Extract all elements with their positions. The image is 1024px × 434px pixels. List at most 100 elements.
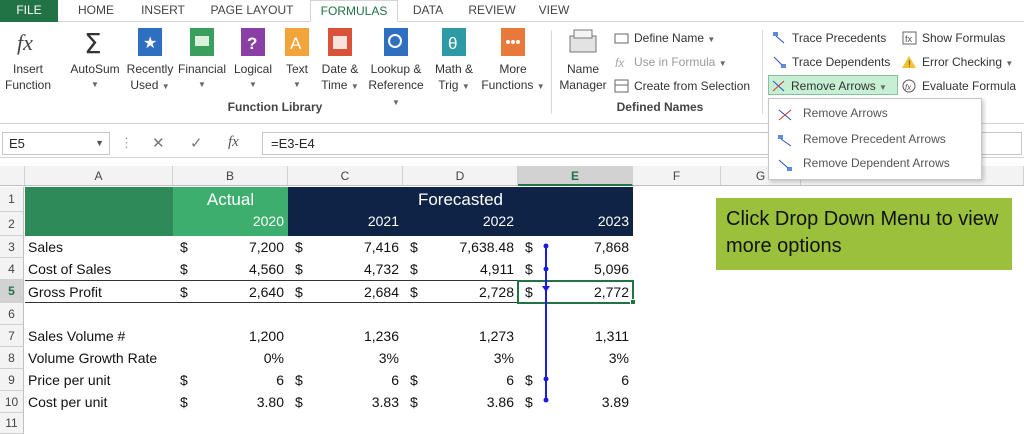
value-cell[interactable]: 0% (263, 350, 284, 366)
column-header[interactable]: D (403, 166, 518, 186)
autosum-button[interactable]: Σ AutoSum ▼ (70, 27, 120, 89)
value-cell[interactable]: 7,200 (248, 239, 284, 255)
column-header[interactable]: B (173, 166, 288, 186)
currency-sign: $ (180, 239, 188, 255)
select-all-corner[interactable] (0, 166, 25, 186)
tab-formulas[interactable]: FORMULAS (310, 0, 398, 22)
row-header[interactable]: 1 (0, 187, 24, 212)
enter-icon[interactable]: ✓ (190, 135, 203, 152)
create-from-selection-button[interactable]: Create from Selection (612, 76, 750, 96)
row-label[interactable]: Price per unit (28, 372, 111, 388)
financial-button[interactable]: Financial ▼ (176, 26, 228, 93)
value-cell[interactable]: 3% (608, 350, 629, 366)
show-formulas-button[interactable]: fx Show Formulas (900, 28, 1005, 48)
row-header[interactable]: 9 (0, 369, 24, 391)
fill-handle[interactable] (630, 299, 636, 305)
define-name-button[interactable]: Define Name ▼ (612, 28, 715, 48)
row-header[interactable]: 8 (0, 347, 24, 369)
menu-item-remove-dependent-arrows[interactable]: Remove Dependent Arrows (769, 151, 981, 175)
value-cell[interactable]: 2,640 (248, 284, 284, 300)
menu-item-remove-arrows[interactable]: Remove Arrows (769, 101, 981, 125)
column-header[interactable]: F (633, 166, 721, 186)
tab-view[interactable]: VIEW (538, 3, 570, 17)
row-header[interactable]: 11 (0, 413, 24, 434)
row-label[interactable]: Cost per unit (28, 394, 108, 410)
tab-page-layout[interactable]: PAGE LAYOUT (210, 3, 294, 17)
column-header-selected[interactable]: E (518, 166, 633, 186)
column-header[interactable]: C (288, 166, 403, 186)
currency-sign: $ (295, 284, 303, 300)
value-cell[interactable]: 6 (621, 372, 629, 388)
chevron-down-icon[interactable]: ▼ (95, 138, 104, 148)
value-cell[interactable]: 2,772 (593, 284, 629, 300)
recently-used-button[interactable]: ★ Recently Used ▼ (124, 26, 176, 95)
formula-input[interactable]: =E3-E4 (262, 132, 1022, 155)
value-cell[interactable]: 4,560 (248, 261, 284, 277)
trace-precedents-button[interactable]: Trace Precedents (770, 28, 886, 48)
forecasted-header[interactable]: Forecasted 2021 2022 2023 (288, 187, 633, 236)
value-cell[interactable]: 3% (378, 350, 399, 366)
tab-data[interactable]: DATA (412, 3, 444, 17)
row-header[interactable]: 4 (0, 258, 24, 280)
row-label[interactable]: Gross Profit (28, 284, 102, 300)
value-cell[interactable]: 7,416 (363, 239, 399, 255)
more-functions-button[interactable]: More Functions ▼ (480, 26, 546, 95)
column-header[interactable]: A (25, 166, 173, 186)
row-header[interactable]: 10 (0, 391, 24, 413)
math-trig-button[interactable]: θ Math & Trig ▼ (430, 26, 478, 95)
value-cell[interactable]: 1,273 (478, 328, 514, 344)
row-label[interactable]: Sales (28, 239, 64, 255)
row-header-selected[interactable]: 5 (0, 280, 24, 303)
evaluate-formula-button[interactable]: fx Evaluate Formula (900, 76, 1016, 96)
lookup-reference-button[interactable]: Lookup & Reference ▼ (364, 26, 428, 111)
remove-arrows-dropdown: Remove Arrows Remove Precedent Arrows Re… (768, 98, 982, 180)
actual-header[interactable]: Actual 2020 (173, 187, 288, 236)
row-header[interactable]: 6 (0, 303, 24, 325)
insert-function-icon[interactable]: fx (228, 134, 239, 150)
value-cell[interactable]: 1,311 (595, 328, 629, 344)
tab-insert[interactable]: INSERT (141, 3, 185, 17)
value-cell[interactable]: 3.80 (256, 394, 284, 410)
insert-function-button[interactable]: fx Insert Function (2, 26, 54, 93)
svg-text:Σ: Σ (84, 27, 102, 58)
active-cell-e5[interactable] (517, 280, 634, 304)
value-cell[interactable]: 3.86 (486, 394, 514, 410)
value-cell[interactable]: 3% (493, 350, 514, 366)
value-cell[interactable]: 1,200 (248, 328, 284, 344)
tab-review[interactable]: REVIEW (468, 3, 516, 17)
error-checking-button[interactable]: ! Error Checking ▼ (900, 52, 1013, 72)
tab-file[interactable]: FILE (0, 0, 58, 22)
value-cell[interactable]: 6 (391, 372, 399, 388)
name-box[interactable]: E5 ▼ (2, 132, 110, 155)
value-cell[interactable]: 2,728 (478, 284, 514, 300)
value-cell[interactable]: 3.83 (371, 394, 399, 410)
logical-button[interactable]: ? Logical ▼ (230, 26, 276, 93)
row-label[interactable]: Sales Volume # (28, 328, 126, 344)
value-cell[interactable]: 4,911 (480, 261, 514, 277)
text-button[interactable]: A Text ▼ (280, 26, 314, 93)
value-cell[interactable]: 6 (276, 372, 284, 388)
name-manager-button[interactable]: Name Manager (554, 26, 612, 93)
value-cell[interactable]: 7,638.48 (459, 239, 515, 255)
use-in-formula-button[interactable]: fx Use in Formula ▼ (615, 55, 727, 70)
row-label[interactable]: Cost of Sales (28, 261, 112, 277)
value-cell[interactable]: 5,096 (593, 261, 629, 277)
row-header[interactable]: 7 (0, 325, 24, 347)
row-header[interactable]: 3 (0, 236, 24, 258)
tab-home[interactable]: HOME (78, 3, 114, 17)
row-label[interactable]: Volume Growth Rate (28, 350, 158, 366)
value-cell[interactable]: 2,684 (363, 284, 399, 300)
value-cell[interactable]: 7,868 (593, 239, 629, 255)
date-time-button[interactable]: Date & Time ▼ (316, 26, 364, 95)
trace-dependents-button[interactable]: Trace Dependents (770, 52, 890, 72)
remove-arrows-button[interactable]: Remove Arrows ▼ (768, 75, 898, 95)
menu-item-remove-precedent-arrows[interactable]: Remove Precedent Arrows (769, 127, 981, 151)
currency-sign: $ (525, 284, 533, 300)
value-cell[interactable]: 4,732 (363, 261, 399, 277)
value-cell[interactable]: 3.89 (601, 394, 629, 410)
currency-sign: $ (525, 394, 533, 410)
row-header[interactable]: 2 (0, 212, 24, 236)
value-cell[interactable]: 1,236 (363, 328, 399, 344)
cancel-icon[interactable]: ✕ (152, 135, 165, 152)
value-cell[interactable]: 6 (506, 372, 514, 388)
